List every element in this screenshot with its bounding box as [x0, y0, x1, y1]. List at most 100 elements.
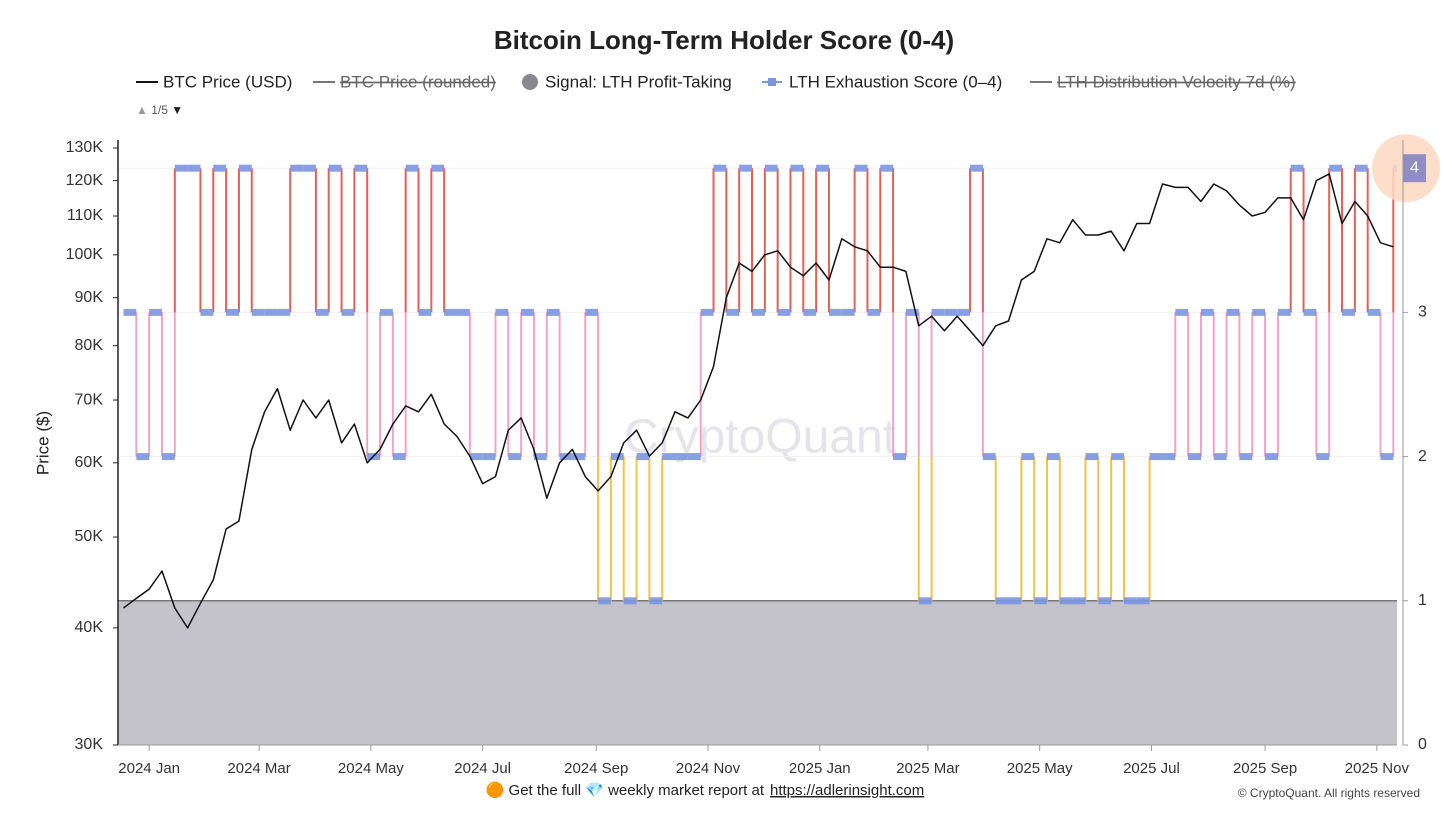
score-segment — [303, 164, 316, 172]
score-segment — [1021, 453, 1035, 461]
legend-label: BTC Price (USD) — [163, 72, 292, 91]
score-segment — [1367, 308, 1381, 316]
x-tick-label: 2025 Mar — [896, 760, 959, 777]
score-segment — [1047, 453, 1060, 461]
score-segment — [226, 308, 239, 316]
score-segment — [1098, 597, 1112, 605]
score-segment — [764, 164, 778, 172]
legend-item[interactable]: LTH Exhaustion Score (0–4) — [762, 72, 1002, 91]
score-segment — [200, 308, 214, 316]
y-tick-label: 80K — [75, 337, 104, 354]
score-segment — [905, 308, 919, 316]
x-tick-label: 2024 Sep — [564, 760, 628, 777]
footer-link[interactable]: https://adlerinsight.com — [770, 782, 924, 799]
score-segment — [649, 597, 663, 605]
score-segment — [931, 308, 945, 316]
score-segment — [392, 453, 406, 461]
y2-tick-label: 1 — [1418, 592, 1427, 609]
score-segment — [880, 164, 894, 172]
score-segment — [700, 308, 714, 316]
legend-symbol — [768, 78, 776, 86]
score-segment — [970, 164, 983, 172]
score-segment — [354, 164, 368, 172]
score-segment — [380, 308, 393, 316]
score-segment — [803, 308, 817, 316]
score-segment — [918, 597, 932, 605]
legend-item[interactable]: BTC Price (rounded) — [313, 72, 496, 91]
score-segment — [405, 164, 419, 172]
score-segment — [238, 164, 252, 172]
score-segment — [264, 308, 278, 316]
y2-tick-label: 3 — [1418, 304, 1427, 321]
floor-area — [118, 600, 1397, 745]
y-tick-label: 40K — [75, 619, 104, 636]
plot-area — [118, 164, 1397, 745]
y2-tick-label: 2 — [1418, 448, 1427, 465]
score-segment — [777, 308, 791, 316]
score-segment — [1277, 308, 1291, 316]
score-segment — [482, 453, 496, 461]
x-tick-label: 2025 Sep — [1233, 760, 1297, 777]
score-segment — [1149, 453, 1163, 461]
score-segment — [1059, 597, 1073, 605]
score-segment — [867, 308, 881, 316]
legend-pager[interactable]: ▲ 1/5 ▼ — [136, 103, 183, 117]
score-segment — [251, 308, 265, 316]
score-segment — [1342, 308, 1355, 316]
score-segment — [790, 164, 804, 172]
y-tick-label: 60K — [75, 454, 104, 471]
legend-item[interactable]: Signal: LTH Profit-Taking — [522, 72, 732, 91]
score-segment — [1111, 453, 1124, 461]
score-segment — [610, 453, 624, 461]
score-segment — [521, 308, 534, 316]
score-segment — [982, 453, 996, 461]
x-tick-label: 2025 May — [1007, 760, 1073, 777]
score-segment — [1072, 597, 1086, 605]
score-segment — [123, 308, 137, 316]
score-segment — [341, 308, 355, 316]
y2-tick-label: 0 — [1418, 736, 1427, 753]
score-segment — [687, 453, 701, 461]
legend-item[interactable]: LTH Distribution Velocity 7d (%) — [1030, 72, 1296, 91]
legend-label: LTH Exhaustion Score (0–4) — [789, 72, 1002, 91]
score-segment — [1303, 308, 1317, 316]
chart-title: Bitcoin Long-Term Holder Score (0-4) — [494, 25, 954, 55]
score-segment — [136, 453, 150, 461]
score-segment — [290, 164, 304, 172]
price-line — [123, 173, 1394, 629]
legend-label: Signal: LTH Profit-Taking — [545, 72, 732, 91]
score-segment — [495, 308, 509, 316]
y2-tick-label: 4 — [1410, 159, 1419, 176]
score-segment — [161, 453, 175, 461]
legend-item[interactable]: BTC Price (USD) — [136, 72, 292, 91]
x-tick-label: 2024 Jul — [454, 760, 511, 777]
score-segment — [1239, 453, 1253, 461]
y-tick-label: 90K — [75, 289, 104, 306]
score-segment — [444, 308, 457, 316]
score-segment — [418, 308, 432, 316]
x-tick-label: 2024 Jan — [118, 760, 180, 777]
score-segment — [1226, 308, 1240, 316]
legend-page: 1/5 — [151, 103, 168, 117]
score-segment — [149, 308, 162, 316]
score-segment — [585, 308, 599, 316]
score-segment — [662, 453, 676, 461]
x-tick-label: 2025 Jan — [789, 760, 851, 777]
score-segment — [1008, 597, 1022, 605]
score-segment — [854, 164, 868, 172]
legend-label: LTH Distribution Velocity 7d (%) — [1057, 72, 1296, 91]
score-segment — [1085, 453, 1099, 461]
score-segment — [598, 597, 611, 605]
y-tick-label: 70K — [75, 391, 104, 408]
score-segment — [957, 308, 971, 316]
score-segment — [636, 453, 650, 461]
score-segment — [469, 453, 483, 461]
score-segment — [456, 308, 470, 316]
score-segment — [1354, 164, 1368, 172]
score-segment — [1136, 597, 1150, 605]
score-segment — [328, 164, 342, 172]
score-segment — [1123, 597, 1137, 605]
y-tick-label: 120K — [66, 172, 104, 189]
y-axis-title: Price ($) — [33, 411, 52, 475]
